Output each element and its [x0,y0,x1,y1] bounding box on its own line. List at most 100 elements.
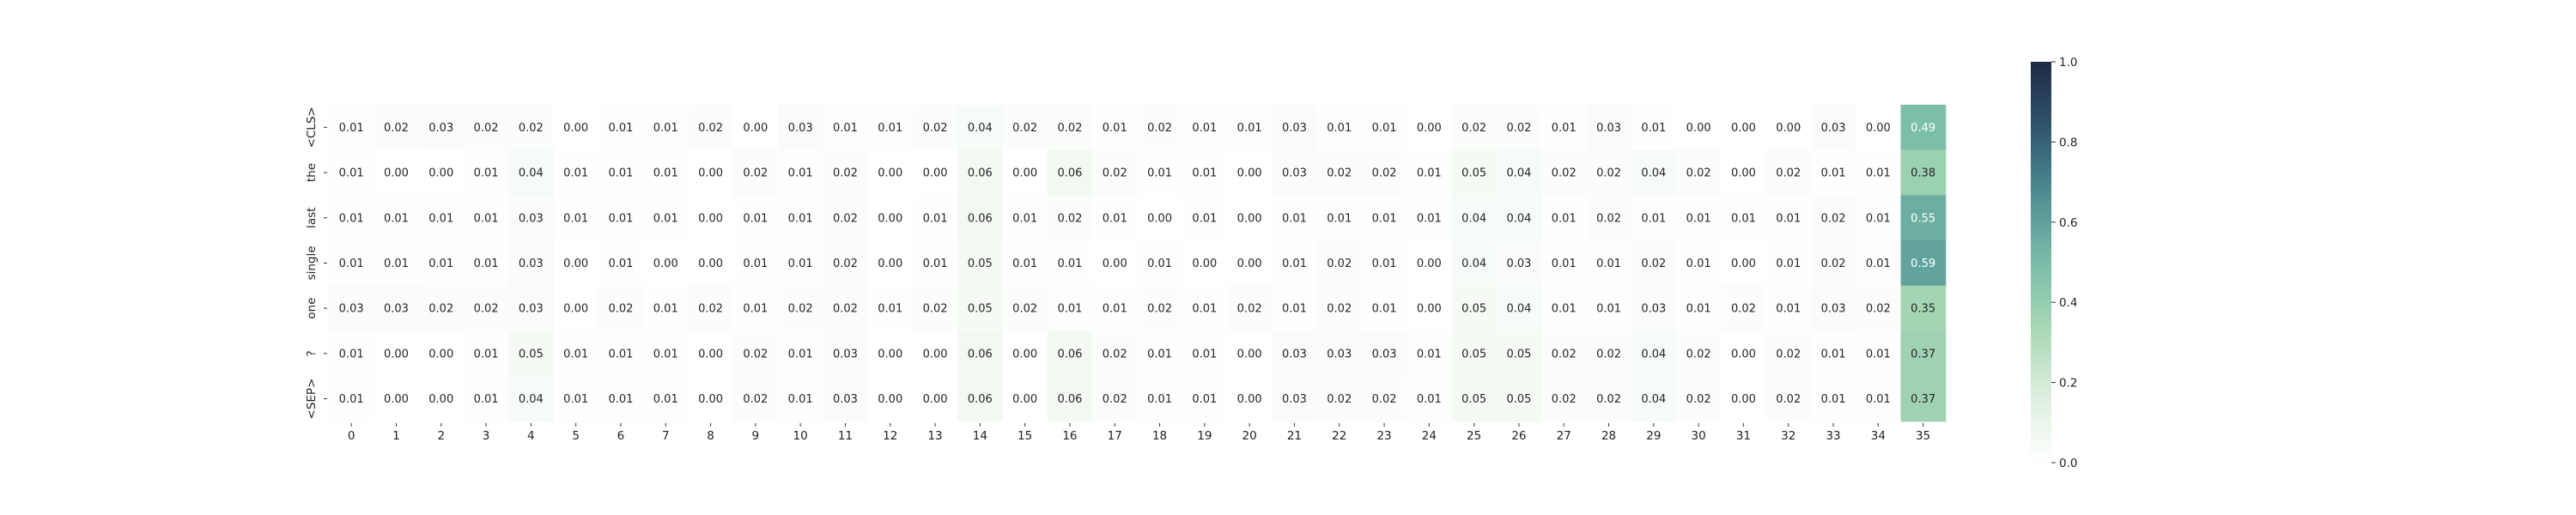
cell-value-label: 0.02 [1461,122,1486,135]
heatmap-cell [1047,240,1093,287]
cell-value-label: 0.00 [428,348,453,360]
cell-value-label: 0.00 [1237,258,1262,270]
heatmap-cell [1810,105,1856,151]
heatmap-cell [508,105,554,151]
cell-value-label: 0.06 [968,348,993,360]
cell-value-label: 0.01 [1866,348,1891,360]
heatmap-cell [1451,240,1498,287]
heatmap-cell [329,105,374,151]
cell-value-label: 0.00 [1731,258,1756,270]
cell-value-label: 0.02 [1372,167,1397,180]
x-tick-label: 2 [437,429,445,443]
cell-value-label: 0.02 [1012,303,1037,316]
cell-value-label: 0.01 [653,122,678,135]
x-tick-label: 33 [1826,429,1840,443]
cell-value-label: 0.01 [428,258,453,270]
heatmap-cell [1316,240,1363,287]
heatmap-cell [1406,240,1452,287]
heatmap-cell [778,376,823,422]
cell-value-label: 0.01 [653,393,678,406]
heatmap-cell [1541,149,1587,196]
heatmap-cell [1227,240,1273,287]
heatmap-cell [553,195,599,241]
x-tick-label: 25 [1467,429,1481,443]
heatmap-cell [823,285,869,331]
x-tick-label: 0 [348,429,355,443]
heatmap-cell [1586,105,1632,151]
cell-value-label: 0.00 [1192,258,1217,270]
cell-value-label: 0.01 [1372,122,1397,135]
cell-value-label: 0.01 [1237,122,1262,135]
heatmap-cell [688,285,734,331]
cell-value-label: 0.00 [1417,122,1442,135]
cell-value-label: 0.01 [833,122,858,135]
cell-value-label: 0.02 [474,303,499,316]
heatmap-cell [912,240,958,287]
cell-value-label: 0.37 [1911,348,1935,360]
cell-value-label: 0.02 [1552,167,1577,180]
x-tick-label: 27 [1557,429,1571,443]
cell-value-label: 0.00 [878,393,902,406]
heatmap-cell [1451,195,1498,241]
heatmap-cell [1092,285,1138,331]
y-tick-label: single [305,245,319,280]
heatmap-cell [867,376,914,422]
cell-value-label: 0.02 [1057,122,1082,135]
colorbar-tick-label: 0.8 [2059,136,2077,149]
cell-value-label: 0.02 [1147,122,1172,135]
heatmap-cell [1856,195,1901,241]
x-tick-label: 19 [1197,429,1212,443]
cell-value-label: 0.01 [1372,303,1397,316]
cell-value-label: 0.01 [743,212,768,225]
cell-value-label: 0.06 [1057,167,1082,180]
heatmap-cell [1586,149,1632,196]
heatmap-cell [1586,240,1632,287]
cell-value-label: 0.01 [1596,303,1621,316]
cell-value-label: 0.00 [878,167,902,180]
heatmap-cell [1451,330,1498,377]
heatmap-cell [508,149,554,196]
heatmap-cell [553,149,599,196]
heatmap-cell [1182,376,1228,422]
heatmap-cell [329,240,374,287]
cell-value-label: 0.00 [563,303,588,316]
cell-value-label: 0.00 [1866,122,1891,135]
x-tick-label: 31 [1736,429,1751,443]
heatmap-cell [1541,240,1587,287]
heatmap-cell [732,195,779,241]
cell-value-label: 0.00 [563,258,588,270]
heatmap-cell [1002,149,1048,196]
cell-value-label: 0.00 [1731,348,1756,360]
heatmap-cell [1361,105,1407,151]
cell-value-label: 0.01 [1147,393,1172,406]
heatmap-cell [1586,330,1632,377]
heatmap-cell [1137,285,1183,331]
cell-value-label: 0.00 [1731,122,1756,135]
heatmap-cell [778,105,823,151]
x-tick-label: 12 [883,429,897,443]
cell-value-label: 0.02 [1596,348,1621,360]
heatmap-cell [643,195,689,241]
cell-value-label: 0.01 [1866,258,1891,270]
heatmap-cell [1721,105,1767,151]
cell-value-label: 0.02 [1237,303,1262,316]
heatmap-cell [374,195,420,241]
cell-value-label: 0.37 [1911,393,1935,406]
cell-value-label: 0.35 [1911,303,1935,316]
x-axis-labels: 0 1 2 3 4 5 6 7 8 9 10 11 12 13 14 15 16 17 18 19 20 21 22 23 24… [348,422,1930,443]
heatmap-cell [1227,285,1273,331]
cell-value-label: 0.01 [384,258,409,270]
heatmap-cell [732,105,779,151]
heatmap-cell [1631,105,1677,151]
heatmap-cell [329,195,374,241]
heatmap-cell [1137,376,1183,422]
heatmap-cell [732,376,779,422]
heatmap-cell [867,240,914,287]
heatmap-cell [867,105,914,151]
cell-value-label: 0.01 [788,167,813,180]
heatmap-cell [1227,149,1273,196]
heatmap-cell [1721,149,1767,196]
cell-value-label: 0.02 [1327,167,1352,180]
heatmap-cell [1541,376,1587,422]
x-tick-label: 13 [927,429,942,443]
